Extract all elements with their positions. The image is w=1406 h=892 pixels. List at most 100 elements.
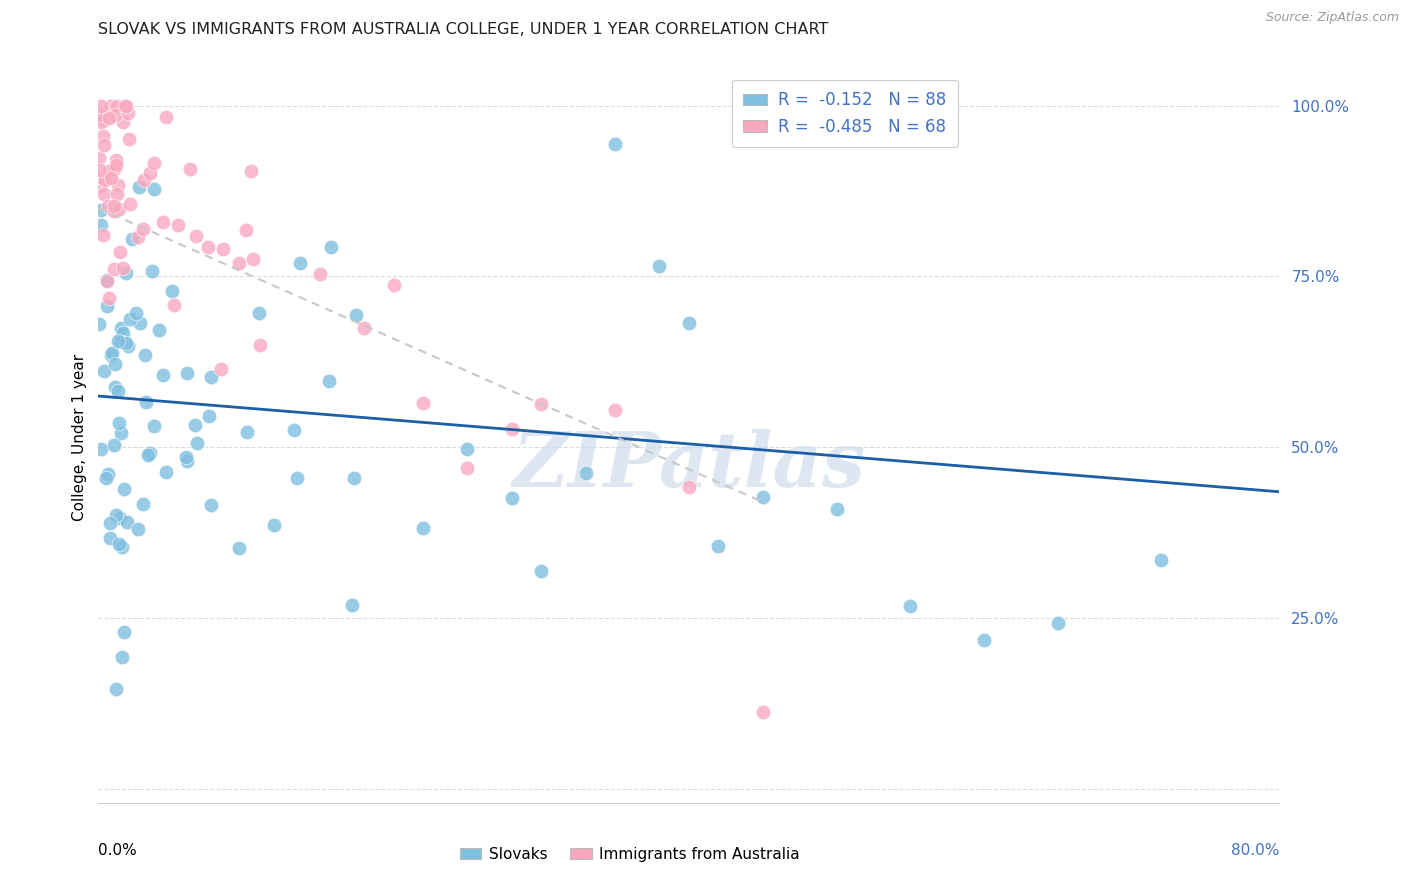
Point — [90, 219, 112, 233]
Point — [128, 179, 150, 194]
Point — [456, 442, 478, 456]
Y-axis label: College, Under 1 year: College, Under 1 year — [72, 353, 87, 521]
Point — [112, 326, 135, 340]
Point — [184, 417, 207, 432]
Point — [114, 267, 136, 281]
Point — [90, 114, 112, 128]
Point — [160, 284, 183, 298]
Legend: Slovaks, Immigrants from Australia: Slovaks, Immigrants from Australia — [454, 841, 806, 868]
Point — [89, 108, 111, 122]
Point — [111, 115, 134, 129]
Point — [456, 460, 478, 475]
Point — [91, 129, 114, 144]
Point — [93, 227, 115, 242]
Point — [285, 471, 308, 485]
Point — [135, 395, 157, 409]
Point — [103, 438, 125, 452]
Point — [91, 170, 114, 185]
Point — [89, 163, 111, 178]
Point — [93, 364, 115, 378]
Point — [212, 242, 235, 256]
Point — [242, 252, 264, 266]
Point — [900, 599, 922, 613]
Point — [318, 375, 340, 389]
Point — [103, 199, 125, 213]
Point — [111, 540, 134, 554]
Point — [136, 448, 159, 462]
Point — [574, 466, 596, 480]
Point — [134, 348, 156, 362]
Point — [105, 187, 128, 202]
Text: 0.0%: 0.0% — [98, 843, 138, 858]
Point — [353, 321, 375, 335]
Point — [105, 158, 128, 172]
Point — [412, 396, 434, 410]
Point — [501, 491, 523, 505]
Point — [141, 264, 163, 278]
Text: ZIPatlas: ZIPatlas — [512, 429, 866, 503]
Point — [100, 348, 122, 362]
Point — [100, 98, 122, 112]
Point — [186, 435, 208, 450]
Point — [105, 153, 128, 167]
Point — [228, 541, 250, 555]
Point — [530, 564, 553, 578]
Point — [112, 261, 135, 276]
Point — [155, 110, 177, 124]
Point — [89, 317, 111, 331]
Text: Source: ZipAtlas.com: Source: ZipAtlas.com — [1265, 11, 1399, 24]
Point — [288, 256, 311, 270]
Point — [105, 98, 128, 112]
Point — [340, 598, 363, 612]
Point — [132, 497, 155, 511]
Point — [138, 446, 160, 460]
Point — [117, 339, 139, 353]
Point — [90, 98, 112, 112]
Point — [973, 632, 995, 647]
Point — [139, 166, 162, 180]
Point — [240, 164, 263, 178]
Point — [825, 502, 848, 516]
Point — [198, 409, 221, 423]
Point — [209, 362, 232, 376]
Point — [107, 384, 129, 398]
Point — [382, 277, 405, 292]
Point — [104, 508, 127, 523]
Point — [89, 178, 111, 193]
Point — [93, 137, 115, 152]
Point — [1150, 553, 1173, 567]
Point — [101, 345, 124, 359]
Point — [98, 291, 121, 305]
Point — [152, 215, 174, 229]
Point — [110, 425, 132, 440]
Point — [112, 625, 135, 640]
Point — [131, 222, 153, 236]
Point — [163, 298, 186, 312]
Point — [118, 312, 141, 326]
Point — [184, 228, 207, 243]
Point — [1046, 616, 1069, 631]
Point — [127, 522, 149, 536]
Point — [94, 471, 117, 485]
Point — [90, 203, 112, 218]
Point — [200, 369, 222, 384]
Point — [108, 202, 131, 216]
Point — [166, 218, 188, 232]
Point — [97, 467, 120, 482]
Point — [143, 182, 166, 196]
Point — [132, 172, 155, 186]
Point — [176, 366, 198, 380]
Point — [319, 240, 342, 254]
Point — [104, 357, 127, 371]
Point — [98, 531, 121, 545]
Point — [108, 537, 131, 551]
Point — [89, 151, 111, 165]
Point — [94, 173, 117, 187]
Point — [104, 380, 127, 394]
Point — [107, 178, 129, 192]
Point — [249, 338, 271, 352]
Point — [97, 199, 120, 213]
Point — [176, 454, 198, 468]
Point — [343, 471, 366, 485]
Point — [115, 515, 138, 529]
